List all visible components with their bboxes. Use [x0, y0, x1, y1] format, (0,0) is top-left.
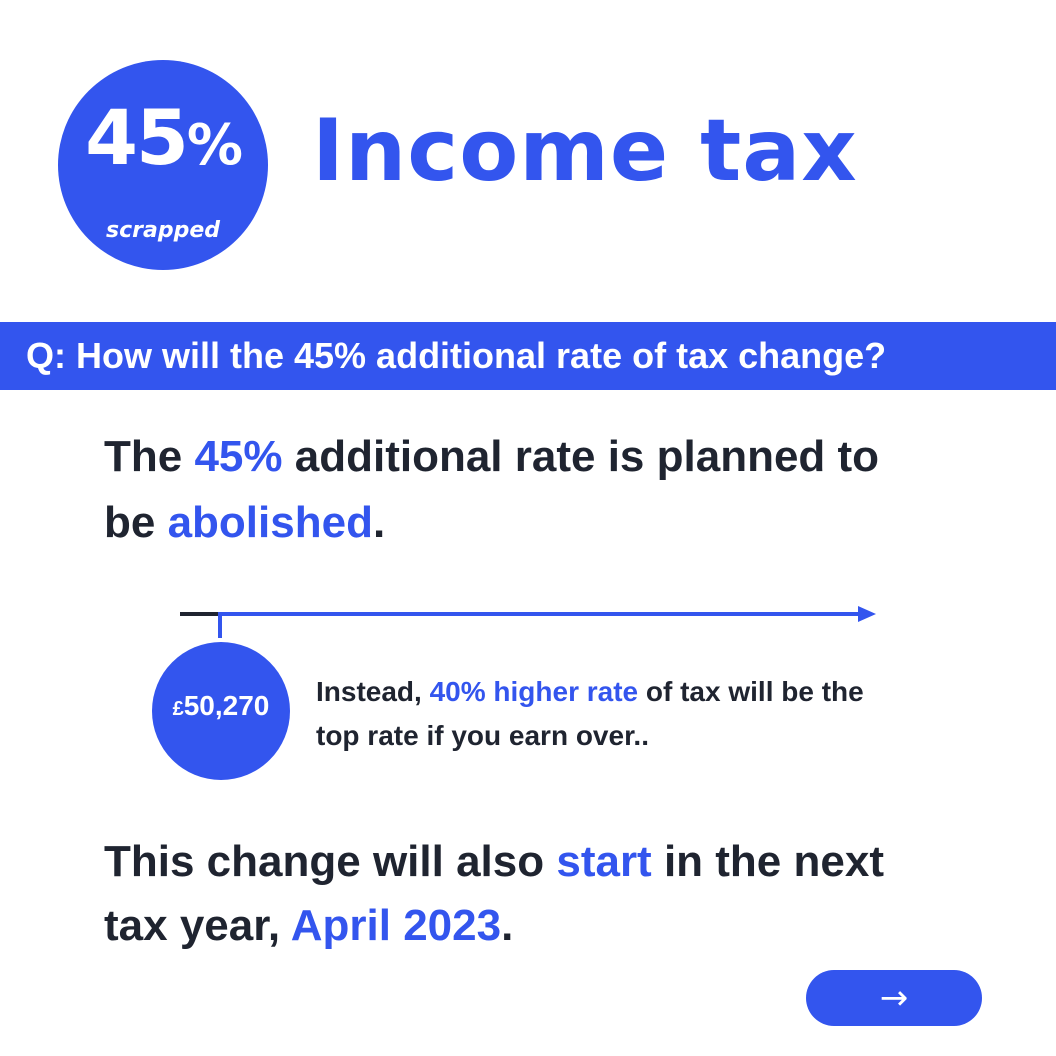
instead-text-1: Instead, [316, 676, 430, 707]
start-date-statement: This change will also start in the next … [104, 830, 924, 958]
abolished-statement: The 45% additional rate is planned to be… [104, 424, 924, 556]
question-banner: Q: How will the 45% additional rate of t… [0, 322, 1056, 390]
rate-badge: 45% scrapped [58, 60, 268, 270]
threshold-value: 50,270 [183, 690, 270, 721]
next-button[interactable]: → [806, 970, 982, 1026]
badge-percent: % [186, 113, 243, 178]
badge-number: 45 [85, 93, 189, 182]
page-title: Income tax [312, 101, 858, 201]
instead-highlight: 40% higher rate [429, 676, 639, 707]
para2-text-1: This change will also [104, 837, 557, 886]
income-axis [180, 606, 876, 638]
badge-rate: 45% [58, 100, 268, 176]
higher-rate-statement: Instead, 40% higher rate of tax will be … [316, 670, 896, 758]
para2-text-2: in the next tax year, [104, 837, 884, 950]
arrow-right-icon: → [879, 978, 909, 1018]
para1-text-1: The [104, 432, 195, 481]
threshold-badge: £50,270 [152, 642, 290, 780]
para1-text-3: . [372, 498, 386, 547]
question-text: Q: How will the 45% additional rate of t… [26, 335, 887, 376]
para1-highlight-rate: 45% [194, 432, 283, 481]
para1-text-2: additional rate is planned to be [104, 432, 880, 547]
threshold-currency: £ [172, 698, 184, 720]
threshold-amount: £50,270 [152, 692, 290, 720]
para2-highlight-date: April 2023 [290, 901, 502, 950]
para2-highlight-start: start [556, 837, 652, 886]
badge-caption: scrapped [106, 218, 220, 243]
axis-arrowhead [858, 606, 876, 622]
para2-text-3: . [501, 901, 514, 950]
instead-text-2: of tax will be the top rate if you earn … [316, 676, 864, 751]
para1-highlight-abolished: abolished [167, 498, 373, 547]
